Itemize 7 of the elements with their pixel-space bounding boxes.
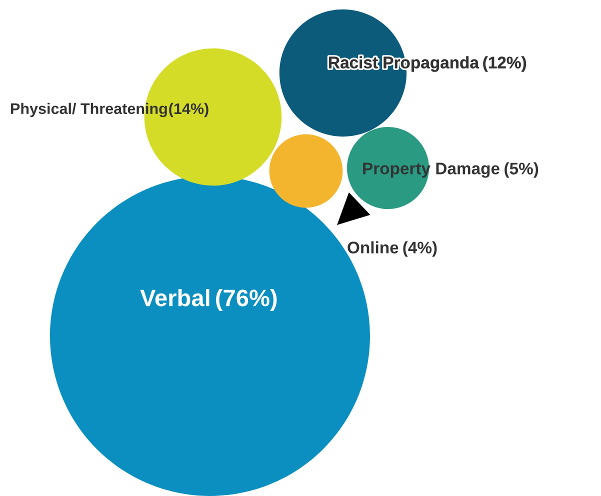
- data-label: (76%): [216, 288, 277, 312]
- data-label: (5%): [504, 162, 538, 178]
- data-label: (12%): [483, 56, 526, 72]
- data-label: (14%): [169, 102, 208, 118]
- data-label: (4%): [403, 241, 437, 257]
- category-label: Online: [348, 241, 398, 254]
- category-label: Verbal: [140, 288, 210, 306]
